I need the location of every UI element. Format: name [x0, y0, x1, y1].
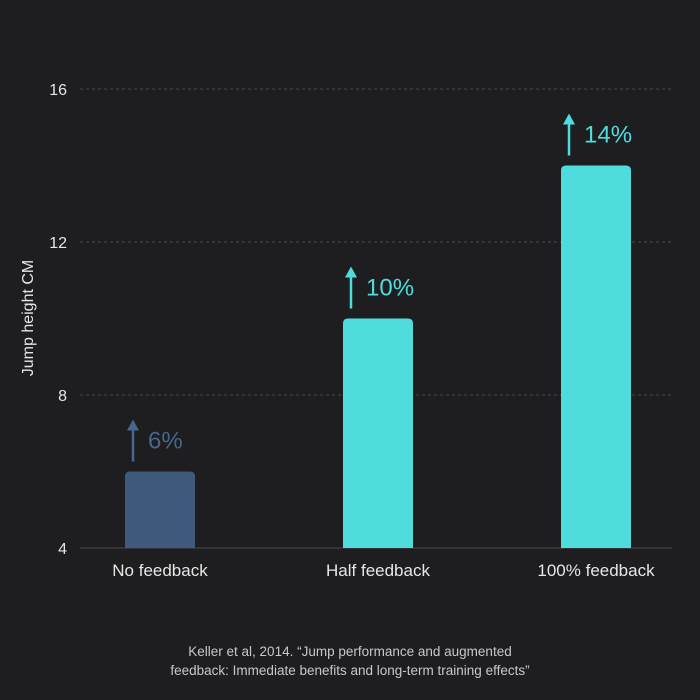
bar-chart: 4 8 12 16 6% 10% 14% No feedback Half feedback…: [20, 82, 672, 580]
citation-line-2: feedback: Immediate benefits and long-te…: [170, 663, 530, 678]
y-tick-label: 16: [49, 82, 67, 99]
bar-percentage-label: 6%: [148, 428, 183, 455]
y-tick-labels: 4 8 12 16: [49, 82, 67, 558]
up-arrow-icon: [345, 266, 357, 309]
bar: [343, 318, 413, 548]
y-tick-label: 4: [58, 541, 67, 558]
x-category-label: No feedback: [112, 561, 208, 580]
up-arrow-icon: [563, 113, 575, 156]
bar-annotations: 6% 10% 14%: [127, 113, 632, 462]
citation: Keller et al, 2014. “Jump performance an…: [0, 642, 700, 680]
bar: [561, 165, 631, 548]
bar-percentage-label: 14%: [584, 122, 632, 149]
x-category-label: Half feedback: [326, 561, 430, 580]
up-arrow-icon: [127, 419, 139, 462]
x-category-label: 100% feedback: [537, 561, 655, 580]
y-tick-label: 8: [58, 388, 67, 405]
x-category-labels: No feedback Half feedback 100% feedback: [112, 561, 655, 580]
y-tick-label: 12: [49, 235, 67, 252]
bar-percentage-label: 10%: [366, 275, 414, 302]
y-axis-title: Jump height CM: [20, 260, 37, 377]
bars: [125, 165, 631, 548]
citation-line-1: Keller et al, 2014. “Jump performance an…: [188, 644, 512, 659]
bar: [125, 471, 195, 548]
